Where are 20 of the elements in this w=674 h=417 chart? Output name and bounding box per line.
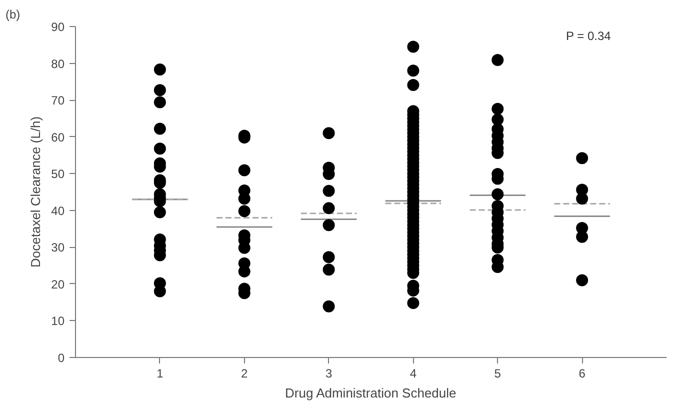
y-tick-label: 0	[58, 351, 65, 365]
y-tick-label: 30	[51, 240, 65, 255]
x-tick-label: 4	[410, 366, 417, 380]
y-tick-label: 40	[51, 204, 65, 218]
y-axis-title: Docetaxel Clearance (L/h)	[28, 116, 44, 268]
x-axis-title: Drug Administration Schedule	[285, 386, 456, 400]
y-tick-label: 70	[51, 94, 65, 108]
chart-title: (b)	[6, 8, 20, 22]
annotation: P = 0.34	[566, 29, 612, 44]
y-tick-label: 20	[51, 277, 65, 292]
y-tick-label: 10	[51, 314, 65, 328]
x-tick-label: 2	[241, 366, 248, 380]
x-tick-label: 1	[156, 366, 164, 380]
y-tick-label: 80	[51, 56, 65, 71]
y-tick-label: 60	[51, 130, 65, 144]
x-tick-label: 5	[494, 366, 502, 380]
x-tick-label: 3	[325, 366, 332, 380]
y-tick-label: 90	[51, 20, 65, 34]
y-tick-label: 50	[51, 167, 65, 182]
x-tick-label: 6	[578, 366, 586, 380]
